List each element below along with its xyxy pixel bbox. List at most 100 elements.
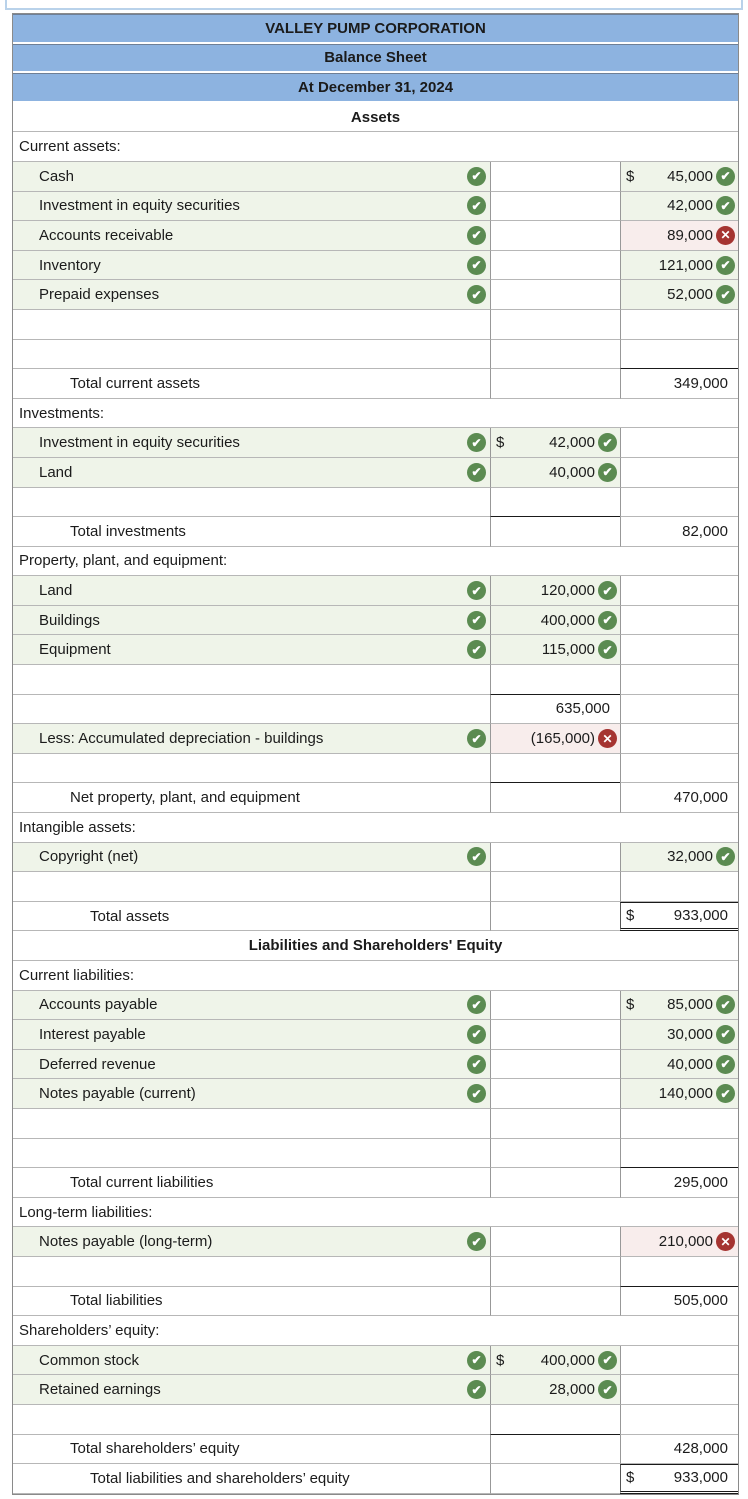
table-row: Equipment ✔ 115,000 ✔ — [13, 635, 738, 666]
row-label: Land — [39, 463, 73, 481]
row-label: Equipment — [39, 641, 111, 659]
amount-cell-right — [620, 576, 738, 606]
row-label: Inventory — [39, 256, 101, 274]
check-icon: ✔ — [716, 166, 735, 186]
amount-value: 400,000 — [540, 1351, 595, 1369]
check-icon: ✔ — [598, 462, 617, 482]
statement-header: Balance Sheet — [13, 43, 738, 74]
row-label: Prepaid expenses — [39, 286, 160, 304]
table-row: Current liabilities: — [13, 961, 738, 991]
amount-cell-right — [620, 694, 738, 725]
amount-cell-right — [620, 1108, 738, 1139]
amount-cell-mid — [490, 1404, 620, 1435]
label-cell — [13, 695, 490, 725]
label-cell: Total investments — [13, 517, 490, 547]
check-icon: ✔ — [467, 166, 486, 186]
amount-cell-mid — [490, 1286, 620, 1317]
table-row: Inventory ✔ 121,000 ✔ — [13, 250, 738, 281]
table-row: Balance Sheet — [13, 43, 738, 74]
label-cell: Investment in equity securities ✔ — [13, 428, 490, 458]
amount-cell-right: 428,000 — [620, 1434, 738, 1465]
amount-cell-right — [620, 309, 738, 340]
amount-value: 89,000 — [667, 226, 713, 244]
amount-value: 470,000 — [673, 789, 728, 807]
amount-cell-right: 210,000 ✕ — [620, 1227, 738, 1257]
row-label: Total assets — [90, 907, 170, 925]
amount-cell-mid: 400,000 ✔ — [490, 605, 620, 636]
label-cell: Total shareholders’ equity — [13, 1435, 490, 1465]
amount-cell-right: 349,000 — [620, 369, 738, 399]
table-row: Property, plant, and equipment: — [13, 547, 738, 577]
amount-value: 40,000 — [667, 1055, 713, 1073]
check-icon: ✔ — [467, 225, 486, 245]
check-icon: ✔ — [467, 995, 486, 1015]
table-row — [13, 1108, 738, 1139]
label-cell: Total liabilities and shareholders’ equi… — [13, 1464, 490, 1494]
amount-cell-mid — [490, 309, 620, 340]
label-cell: Land ✔ — [13, 576, 490, 606]
row-label: Deferred revenue — [39, 1055, 156, 1073]
amount-value: 85,000 — [667, 996, 713, 1014]
table-row: Deferred revenue ✔ 40,000 ✔ — [13, 1049, 738, 1080]
label-cell: Notes payable (long-term) ✔ — [13, 1227, 490, 1257]
table-row — [13, 753, 738, 784]
cross-icon: ✕ — [598, 729, 617, 749]
table-row: Shareholders’ equity: — [13, 1316, 738, 1346]
table-row: Cash ✔ $45,000 ✔ — [13, 161, 738, 192]
amount-cell-right: $933,000 — [620, 1464, 738, 1494]
section-label: Long-term liabilities: — [13, 1198, 738, 1228]
amount-cell-right: 470,000 — [620, 783, 738, 814]
amount-cell-mid: (165,000) ✕ — [490, 724, 620, 754]
table-row: Common stock ✔ $400,000 ✔ — [13, 1345, 738, 1376]
check-icon: ✔ — [598, 581, 617, 601]
label-cell: Total liabilities — [13, 1287, 490, 1317]
amount-cell-right: 82,000 — [620, 517, 738, 547]
statement-section-title: Liabilities and Shareholders' Equity — [13, 931, 738, 961]
label-cell: Common stock ✔ — [13, 1345, 490, 1376]
row-label: Total current liabilities — [70, 1173, 214, 1191]
amount-value: 428,000 — [673, 1440, 728, 1458]
amount-cell-mid: 635,000 — [490, 694, 620, 725]
section-label: Current liabilities: — [13, 961, 738, 991]
amount-cell-right — [620, 428, 738, 458]
amount-cell-mid — [490, 665, 620, 695]
amount-cell-mid: $400,000 ✔ — [490, 1345, 620, 1376]
table-row: Buildings ✔ 400,000 ✔ — [13, 605, 738, 636]
label-cell: Total assets — [13, 902, 490, 932]
label-cell: Deferred revenue ✔ — [13, 1049, 490, 1080]
table-row: Notes payable (long-term) ✔ 210,000 ✕ — [13, 1227, 738, 1257]
amount-value: 505,000 — [673, 1292, 728, 1310]
amount-cell-right — [620, 1404, 738, 1435]
amount-cell-right — [620, 605, 738, 636]
check-icon: ✔ — [467, 1380, 486, 1400]
amount-cell-mid — [490, 783, 620, 814]
table-row — [13, 487, 738, 518]
amount-cell-mid — [490, 517, 620, 547]
amount-cell-right — [620, 753, 738, 784]
table-row: Assets — [13, 103, 738, 133]
label-cell: Retained earnings ✔ — [13, 1375, 490, 1405]
label-cell: Less: Accumulated depreciation - buildin… — [13, 724, 490, 754]
amount-cell-mid: 120,000 ✔ — [490, 576, 620, 606]
amount-cell-mid — [490, 1049, 620, 1080]
amount-value: 52,000 — [667, 286, 713, 304]
cross-icon: ✕ — [716, 1232, 735, 1252]
amount-value: 115,000 — [541, 641, 595, 659]
amount-cell-right: 52,000 ✔ — [620, 280, 738, 310]
amount-cell-mid — [490, 250, 620, 281]
table-row: Land ✔ 40,000 ✔ — [13, 457, 738, 488]
amount-value: 32,000 — [667, 848, 713, 866]
amount-cell-mid — [490, 1108, 620, 1139]
row-label: Notes payable (current) — [39, 1085, 196, 1103]
check-icon: ✔ — [467, 1350, 486, 1370]
label-cell — [13, 310, 490, 340]
amount-cell-mid — [490, 369, 620, 399]
label-cell: Land ✔ — [13, 457, 490, 488]
check-icon: ✔ — [467, 1232, 486, 1252]
label-cell: Buildings ✔ — [13, 605, 490, 636]
amount-cell-mid: 115,000 ✔ — [490, 635, 620, 666]
amount-cell-right — [620, 1138, 738, 1169]
table-row — [13, 339, 738, 370]
amount-cell-right — [620, 1345, 738, 1376]
table-row: Current assets: — [13, 132, 738, 162]
